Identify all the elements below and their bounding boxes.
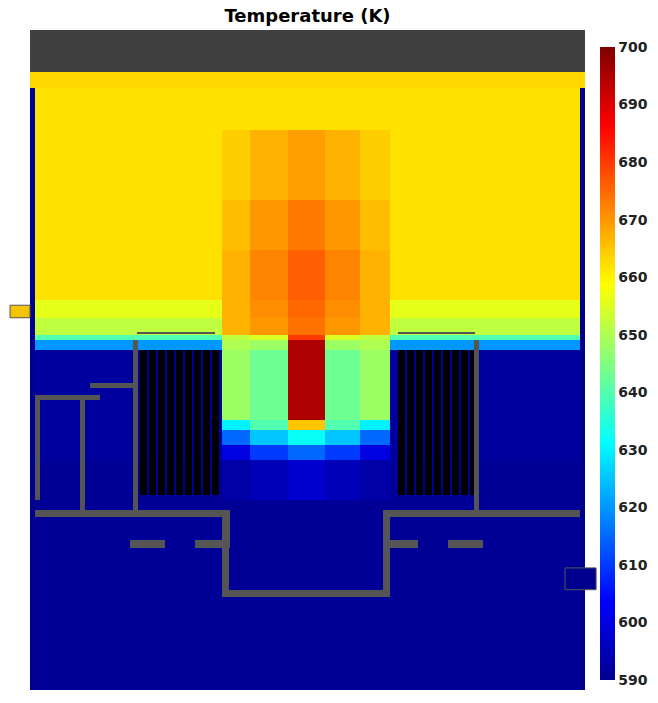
svg-text:610: 610 [618,557,647,573]
svg-text:590: 590 [618,672,647,688]
svg-text:680: 680 [618,154,647,170]
svg-text:600: 600 [618,614,647,630]
svg-text:670: 670 [618,212,647,228]
svg-text:660: 660 [618,269,647,285]
svg-text:690: 690 [618,96,647,112]
svg-text:Temperature (K): Temperature (K) [224,5,390,26]
svg-text:630: 630 [618,442,647,458]
svg-text:620: 620 [618,499,647,515]
svg-text:640: 640 [618,384,647,400]
svg-text:700: 700 [618,39,647,55]
svg-text:650: 650 [618,327,647,343]
